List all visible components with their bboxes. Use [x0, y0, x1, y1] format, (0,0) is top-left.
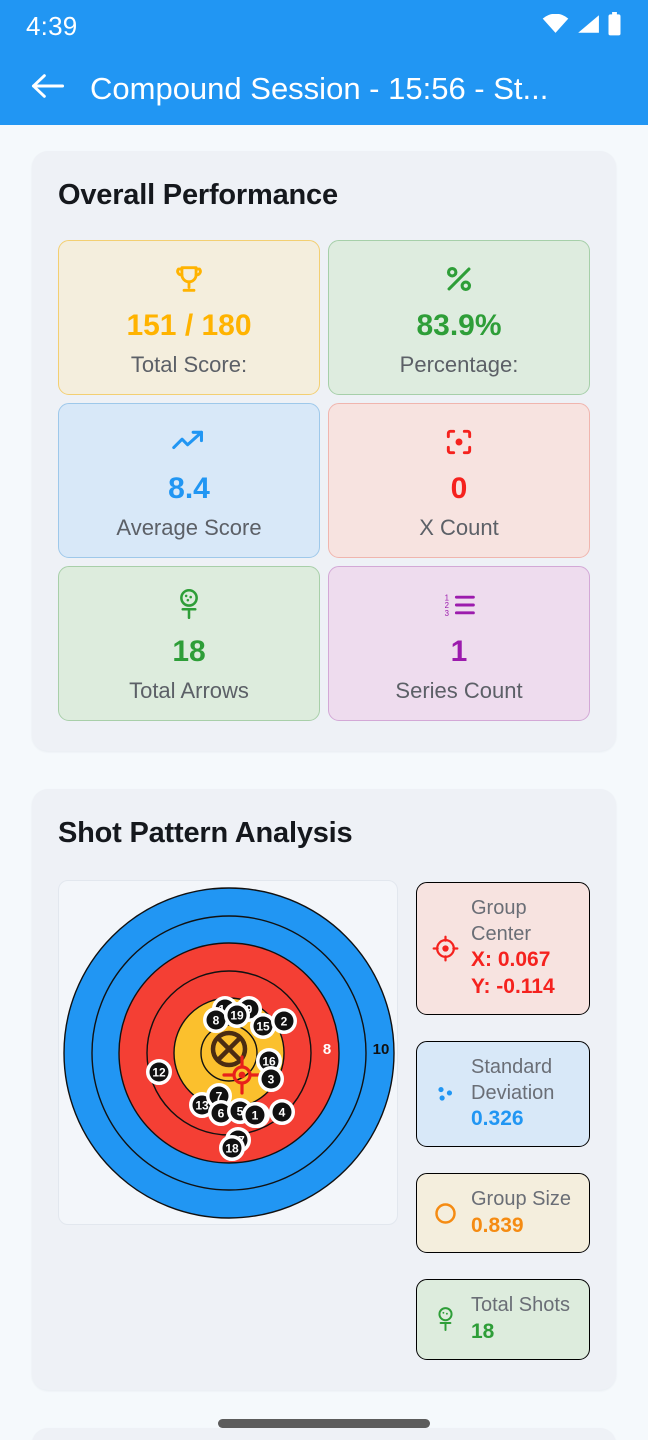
crosshair-icon — [430, 935, 460, 962]
stat-value: 18 — [172, 635, 206, 668]
svg-text:1: 1 — [445, 593, 449, 602]
svg-text:12: 12 — [152, 1065, 166, 1079]
trophy-icon — [172, 258, 206, 300]
svg-text:13: 13 — [195, 1098, 209, 1112]
shot-marker[interactable]: 19 — [224, 1002, 250, 1028]
svg-text:8: 8 — [323, 1041, 331, 1058]
side-label-line1: Standard — [471, 1055, 553, 1078]
shot-marker[interactable]: 4 — [269, 1099, 295, 1125]
battery-icon — [607, 11, 622, 41]
shot-stats-list: Group Center X: 0.067 Y: -0.114 — [416, 880, 590, 1360]
shot-marker[interactable]: 8 — [203, 1007, 229, 1033]
shot-marker[interactable]: 2 — [271, 1008, 297, 1034]
standard-deviation-card[interactable]: Standard Deviation 0.326 — [416, 1040, 590, 1147]
stat-label: Average Score — [116, 515, 262, 540]
stat-grid: 151 / 180 Total Score: 83.9% Percentage: — [58, 240, 590, 721]
svg-text:7: 7 — [216, 1089, 223, 1103]
page-title: Compound Session - 15:56 - St... — [90, 70, 549, 106]
wifi-icon — [542, 13, 569, 39]
shot-marker[interactable]: 18 — [219, 1135, 245, 1161]
group-size-text: Group Size 0.839 — [471, 1187, 571, 1239]
shot-marker[interactable]: 12 — [146, 1059, 172, 1085]
total-shots-text: Total Shots 18 — [471, 1293, 570, 1345]
svg-text:16: 16 — [262, 1054, 276, 1068]
svg-text:2: 2 — [281, 1014, 288, 1028]
shot-marker[interactable]: 15 — [250, 1013, 276, 1039]
stat-series-count[interactable]: 1 2 3 1 Series Count — [328, 566, 590, 721]
group-center-y: Y: -0.114 — [471, 975, 555, 999]
shot-marker[interactable]: 1 — [242, 1102, 268, 1128]
svg-text:4: 4 — [279, 1105, 286, 1119]
svg-text:10: 10 — [373, 1041, 390, 1058]
cellular-signal-icon — [576, 14, 600, 39]
stat-label: Total Arrows — [129, 678, 249, 703]
shot-marker[interactable]: 16 — [256, 1048, 282, 1074]
side-label: Total Shots — [471, 1294, 570, 1317]
stat-value: 1 — [450, 635, 468, 668]
stat-percentage[interactable]: 83.9% Percentage: — [328, 240, 590, 395]
svg-text:3: 3 — [268, 1072, 275, 1086]
golf-tee-icon — [430, 1306, 460, 1334]
side-value: 18 — [471, 1320, 495, 1344]
svg-text:18: 18 — [225, 1141, 239, 1155]
group-center-x: X: 0.067 — [471, 948, 551, 972]
stat-label: Total Score: — [130, 352, 248, 377]
gesture-navigation-bar[interactable] — [218, 1419, 430, 1428]
svg-text:15: 15 — [256, 1019, 270, 1033]
center-focus-icon — [443, 421, 475, 463]
total-shots-card[interactable]: Total Shots 18 — [416, 1279, 590, 1360]
svg-text:8: 8 — [213, 1013, 220, 1027]
side-label: Group Size — [471, 1188, 572, 1210]
scatter-dots-icon — [430, 1080, 460, 1107]
svg-text:5: 5 — [237, 1104, 244, 1118]
golf-tee-icon — [174, 584, 204, 626]
svg-text:19: 19 — [230, 1008, 244, 1022]
overall-performance-title: Overall Performance — [58, 179, 338, 211]
stat-label: Percentage: — [399, 352, 519, 377]
stat-label: Series Count — [395, 678, 523, 703]
shot-pattern-title: Shot Pattern Analysis — [58, 817, 353, 849]
stat-total-score[interactable]: 151 / 180 Total Score: — [58, 240, 320, 395]
stat-value: 151 / 180 — [126, 309, 252, 342]
group-center-text: Group Center X: 0.067 Y: -0.114 — [471, 896, 576, 1001]
side-label: Group Center — [471, 897, 532, 945]
stat-value: 8.4 — [168, 472, 210, 505]
back-button[interactable] — [22, 63, 74, 115]
target-svg: 810148919152163121376511417181 — [63, 887, 395, 1219]
stat-value: 83.9% — [416, 309, 502, 342]
score-distribution-card: Score Distribution — [32, 1427, 616, 1440]
svg-text:1: 1 — [252, 1108, 259, 1122]
target-face[interactable]: 810148919152163121376511417181 — [58, 880, 398, 1225]
stat-value: 0 — [450, 472, 468, 505]
shot-pattern-card: Shot Pattern Analysis 8 10 1 4 8 9 19 15 2 16 3 12 1… — [32, 789, 616, 1390]
svg-text:3: 3 — [445, 609, 450, 618]
stat-label: X Count — [419, 515, 499, 540]
standard-deviation-text: Standard Deviation 0.326 — [471, 1055, 554, 1133]
status-icon-group — [542, 11, 622, 41]
numbered-list-icon: 1 2 3 — [442, 584, 476, 626]
percent-icon — [442, 258, 476, 300]
group-center-card[interactable]: Group Center X: 0.067 Y: -0.114 — [416, 882, 590, 1015]
group-size-card[interactable]: Group Size 0.839 — [416, 1173, 590, 1254]
svg-text:2: 2 — [445, 601, 449, 610]
side-value: 0.326 — [471, 1107, 524, 1131]
side-label-line2: Deviation — [471, 1081, 555, 1104]
circle-icon — [430, 1200, 460, 1227]
stat-total-arrows[interactable]: 18 Total Arrows — [58, 566, 320, 721]
scroll-content[interactable]: Overall Performance 151 / 180 Total Scor… — [0, 125, 648, 1440]
back-arrow-icon — [31, 72, 65, 105]
stat-x-count[interactable]: 0 X Count — [328, 403, 590, 558]
svg-text:6: 6 — [218, 1106, 225, 1120]
app-bar: Compound Session - 15:56 - St... — [0, 52, 648, 125]
stat-average-score[interactable]: 8.4 Average Score — [58, 403, 320, 558]
overall-performance-card: Overall Performance 151 / 180 Total Scor… — [32, 151, 616, 751]
side-value: 0.839 — [471, 1213, 524, 1237]
svg-text:9: 9 — [246, 1002, 253, 1016]
shot-marker[interactable]: 3 — [258, 1066, 284, 1092]
status-bar: 4:39 — [0, 0, 648, 52]
trending-up-icon — [171, 421, 207, 463]
shot-pattern-row: 810148919152163121376511417181 — [58, 880, 590, 1360]
status-time: 4:39 — [26, 10, 78, 41]
